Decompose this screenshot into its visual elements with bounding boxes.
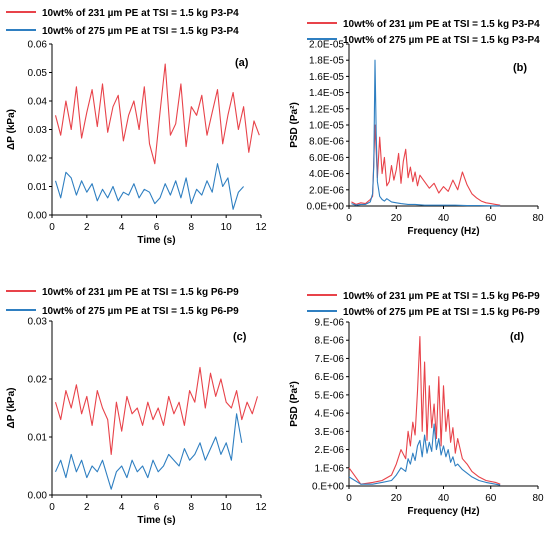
series-line-blue bbox=[54, 163, 245, 210]
legend-entry: 10wt% of 275 µm PE at TSI = 1.5 kg P3-P4 bbox=[343, 35, 540, 46]
panel-label: (a) bbox=[235, 57, 249, 69]
y-tick-label: 0.06 bbox=[28, 40, 48, 51]
y-tick-label: 1.E-06 bbox=[315, 463, 345, 474]
x-tick-label: 60 bbox=[485, 493, 497, 504]
y-tick-label: 0.01 bbox=[28, 433, 48, 444]
x-tick-label: 0 bbox=[346, 493, 352, 504]
series-line-red bbox=[54, 63, 260, 165]
x-axis-label: Frequency (Hz) bbox=[407, 226, 479, 237]
legend-entry: 10wt% of 231 µm PE at TSI = 1.5 kg P3-P4 bbox=[42, 8, 239, 19]
y-tick-label: 3.E-06 bbox=[315, 427, 345, 438]
x-tick-label: 20 bbox=[391, 493, 403, 504]
legend-entry: 10wt% of 275 µm PE at TSI = 1.5 kg P3-P4 bbox=[42, 26, 239, 37]
y-tick-label: 0.E+00 bbox=[312, 482, 344, 493]
y-tick-label: 0.05 bbox=[28, 68, 48, 79]
y-tick-label: 4.0E-06 bbox=[309, 169, 344, 180]
y-tick-label: 1.2E-05 bbox=[309, 104, 344, 115]
x-tick-label: 8 bbox=[189, 502, 195, 513]
x-tick-label: 6 bbox=[154, 502, 160, 513]
y-tick-label: 0.00 bbox=[28, 491, 48, 502]
series-line-blue bbox=[54, 413, 243, 490]
y-tick-label: 0.03 bbox=[28, 317, 48, 328]
x-tick-label: 12 bbox=[255, 222, 267, 233]
series-line-red bbox=[54, 366, 259, 455]
x-tick-label: 0 bbox=[346, 213, 352, 224]
y-tick-label: 6.0E-06 bbox=[309, 153, 344, 164]
y-tick-label: 0.04 bbox=[28, 97, 48, 108]
legend-entry: 10wt% of 275 µm PE at TSI = 1.5 kg P6-P9 bbox=[42, 306, 239, 317]
x-axis-label: Time (s) bbox=[137, 235, 175, 246]
y-tick-label: 1.8E-05 bbox=[309, 56, 344, 67]
x-tick-label: 80 bbox=[532, 213, 544, 224]
y-tick-label: 8.E-06 bbox=[315, 336, 345, 347]
y-tick-label: 0.02 bbox=[28, 375, 48, 386]
y-tick-label: 0.02 bbox=[28, 154, 48, 165]
y-tick-label: 9.E-06 bbox=[315, 318, 345, 329]
legend-entry: 10wt% of 231 µm PE at TSI = 1.5 kg P6-P9 bbox=[42, 287, 239, 298]
y-axis-label: ΔP (kPa) bbox=[6, 109, 17, 150]
chart-panel-a: 0 2 4 6 8 10 12 0.00 0.01 0.02 0.03 0.04 0.05 0.06 Tim… bbox=[6, 8, 267, 246]
x-tick-label: 60 bbox=[485, 213, 497, 224]
y-tick-label: 0.0E+00 bbox=[306, 202, 344, 213]
chart-panel-c: 0 2 4 6 8 10 12 0.00 0.01 0.02 0.03 Time (s) ΔP (kPa… bbox=[6, 287, 267, 526]
panel-label: (c) bbox=[233, 331, 247, 343]
x-tick-label: 2 bbox=[84, 222, 90, 233]
x-tick-label: 10 bbox=[221, 222, 233, 233]
x-tick-label: 10 bbox=[221, 502, 233, 513]
y-axis-label: ΔP (kPa) bbox=[6, 388, 17, 429]
x-tick-label: 20 bbox=[391, 213, 403, 224]
panel-label: (b) bbox=[513, 62, 527, 74]
x-axis-label: Time (s) bbox=[137, 515, 175, 526]
series-line-blue bbox=[348, 423, 501, 486]
legend-entry: 10wt% of 275 µm PE at TSI = 1.5 kg P6-P9 bbox=[343, 307, 540, 318]
y-tick-label: 4.E-06 bbox=[315, 409, 345, 420]
x-tick-label: 8 bbox=[189, 222, 195, 233]
x-tick-label: 0 bbox=[49, 222, 55, 233]
y-tick-label: 1.0E-05 bbox=[309, 121, 344, 132]
y-tick-label: 1.4E-05 bbox=[309, 88, 344, 99]
x-axis-label: Frequency (Hz) bbox=[407, 506, 479, 517]
legend-entry: 10wt% of 231 µm PE at TSI = 1.5 kg P3-P4 bbox=[343, 19, 540, 30]
y-tick-label: 5.E-06 bbox=[315, 390, 345, 401]
y-axis-label: PSD (Pa²) bbox=[289, 381, 300, 427]
y-tick-label: 0.00 bbox=[28, 211, 48, 222]
x-tick-label: 40 bbox=[438, 493, 450, 504]
chart-panel-b: 0 20 40 60 80 0.0E+00 2.0E-06 4.0E-06 6.0E-06 8.0… bbox=[289, 19, 544, 237]
series-line-red bbox=[348, 336, 501, 485]
x-tick-label: 80 bbox=[532, 493, 544, 504]
x-tick-label: 40 bbox=[438, 213, 450, 224]
y-tick-label: 2.0E-06 bbox=[309, 185, 344, 196]
y-tick-label: 6.E-06 bbox=[315, 372, 345, 383]
x-tick-label: 0 bbox=[49, 502, 55, 513]
x-tick-label: 4 bbox=[119, 502, 125, 513]
y-tick-label: 1.6E-05 bbox=[309, 72, 344, 83]
y-tick-label: 2.E-06 bbox=[315, 445, 345, 456]
y-tick-label: 7.E-06 bbox=[315, 354, 345, 365]
y-tick-label: 8.0E-06 bbox=[309, 137, 344, 148]
x-tick-label: 6 bbox=[154, 222, 160, 233]
x-tick-label: 4 bbox=[119, 222, 125, 233]
series-line-blue bbox=[351, 59, 501, 207]
y-tick-label: 0.03 bbox=[28, 125, 48, 136]
x-tick-label: 12 bbox=[255, 502, 267, 513]
y-tick-label: 2.0E-05 bbox=[309, 40, 344, 51]
chart-panel-d: 0 20 40 60 80 0.E+00 1.E-06 2.E-06 3.E-06 4.E-06 5… bbox=[289, 291, 544, 517]
y-axis-label: PSD (Pa²) bbox=[289, 102, 300, 148]
x-tick-label: 2 bbox=[84, 502, 90, 513]
legend-entry: 10wt% of 231 µm PE at TSI = 1.5 kg P6-P9 bbox=[343, 291, 540, 302]
y-tick-label: 0.01 bbox=[28, 182, 48, 193]
panel-label: (d) bbox=[510, 331, 524, 343]
